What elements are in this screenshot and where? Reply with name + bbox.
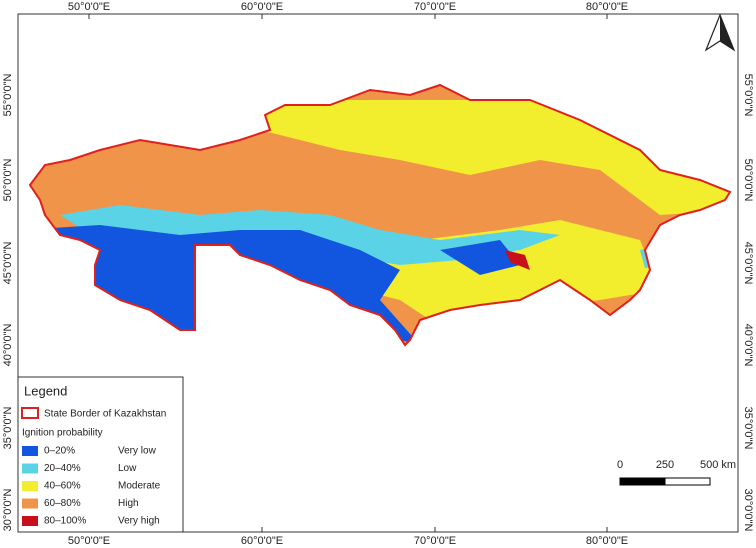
- latitude-label: 40°0'0"N: [742, 324, 754, 367]
- legend-class: Very high: [118, 516, 160, 527]
- latitude-label: 35°0'0"N: [2, 407, 14, 450]
- legend-range: 0–20%: [44, 446, 75, 457]
- legend-group-title: Ignition probability: [22, 428, 103, 439]
- legend-border-label: State Border of Kazakhstan: [44, 409, 166, 420]
- legend-range: 80–100%: [44, 516, 86, 527]
- legend-class: High: [118, 498, 139, 509]
- latitude-label: 30°0'0"N: [742, 489, 754, 532]
- longitude-label: 80°0'0"E: [586, 1, 628, 13]
- legend: Legend State Border of Kazakhstan Igniti…: [17, 376, 184, 533]
- legend-swatch: [22, 516, 38, 526]
- legend-swatch: [22, 498, 38, 509]
- longitude-label: 80°0'0"E: [586, 535, 628, 547]
- legend-range: 40–60%: [44, 481, 81, 492]
- zone-very-high: [505, 250, 530, 270]
- longitude-label: 60°0'0"E: [241, 1, 283, 13]
- latitude-label: 50°0'0"N: [742, 159, 754, 202]
- state-border: [28, 83, 732, 347]
- legend-range: 60–80%: [44, 498, 81, 509]
- legend-border-swatch: [21, 407, 39, 419]
- longitude-label: 60°0'0"E: [241, 535, 283, 547]
- legend-title: Legend: [24, 383, 67, 398]
- zone-very-low: [440, 240, 520, 275]
- legend-box: [17, 376, 184, 533]
- longitude-label: 70°0'0"E: [414, 1, 456, 13]
- legend-swatch: [22, 446, 38, 456]
- latitude-label: 55°0'0"N: [2, 74, 14, 117]
- latitude-label: 45°0'0"N: [2, 242, 14, 285]
- legend-class: Moderate: [118, 481, 161, 492]
- scale-label: 0: [617, 459, 623, 471]
- scale-label: 500 km: [700, 459, 736, 471]
- longitude-label: 50°0'0"E: [68, 535, 110, 547]
- scale-label: 250: [656, 459, 674, 471]
- longitude-label: 50°0'0"E: [68, 1, 110, 13]
- legend-range: 20–40%: [44, 463, 81, 474]
- latitude-label: 45°0'0"N: [742, 242, 754, 285]
- latitude-label: 30°0'0"N: [2, 489, 14, 532]
- latitude-label: 35°0'0"N: [742, 407, 754, 450]
- legend-class: Very low: [118, 446, 157, 457]
- scale-bar-dark: [619, 477, 666, 486]
- legend-swatch: [22, 481, 38, 491]
- latitude-label: 55°0'0"N: [742, 74, 754, 117]
- scale-bar-light: [664, 477, 711, 486]
- legend-swatch: [22, 463, 38, 474]
- latitude-label: 40°0'0"N: [2, 324, 14, 367]
- north-arrow-half: [720, 15, 734, 50]
- latitude-label: 50°0'0"N: [2, 159, 14, 202]
- longitude-label: 70°0'0"E: [414, 535, 456, 547]
- legend-class: Low: [118, 463, 137, 474]
